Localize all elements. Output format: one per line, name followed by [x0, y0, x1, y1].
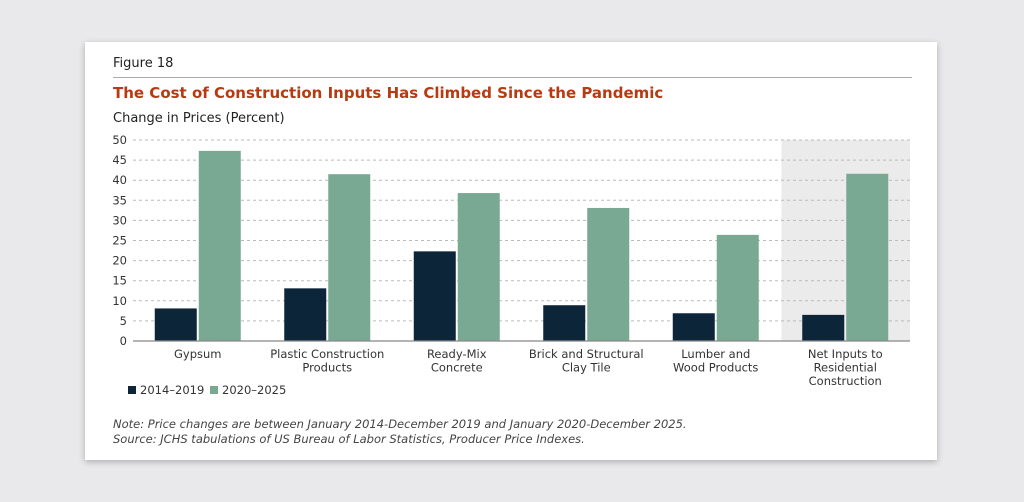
- legend-label: 2014–2019: [140, 383, 204, 397]
- bar-2020-2025: [457, 193, 500, 341]
- bar-2014-2019: [413, 251, 456, 341]
- y-tick-label: 40: [112, 173, 127, 187]
- x-tick-label: Ready-Mix Concrete: [427, 347, 487, 375]
- bar-2020-2025: [328, 174, 371, 341]
- y-tick-label: 50: [112, 133, 127, 147]
- legend-swatch: [128, 386, 136, 394]
- chart-title: The Cost of Construction Inputs Has Clim…: [113, 84, 664, 102]
- y-tick-label: 0: [120, 334, 127, 348]
- y-tick-label: 45: [112, 153, 127, 167]
- y-tick-label: 5: [120, 314, 127, 328]
- x-tick-label: Gypsum: [174, 347, 222, 361]
- y-tick-label: 20: [112, 254, 127, 268]
- bar-2020-2025: [587, 207, 630, 341]
- divider: [113, 77, 912, 78]
- bar-2020-2025: [846, 173, 889, 341]
- bar-2014-2019: [154, 308, 197, 341]
- bar-2014-2019: [284, 288, 327, 341]
- y-tick-label: 10: [112, 294, 127, 308]
- x-tick-label: Plastic Construction Products: [270, 347, 384, 375]
- figure-label: Figure 18: [113, 56, 174, 71]
- y-tick-label: 25: [112, 234, 127, 248]
- y-tick-label: 30: [112, 213, 127, 227]
- bar-2020-2025: [716, 234, 759, 341]
- y-tick-label: 35: [112, 193, 127, 207]
- highlight-band: [781, 140, 910, 341]
- bar-2014-2019: [543, 305, 586, 341]
- y-axis-label: Change in Prices (Percent): [113, 111, 285, 126]
- notes: Note: Price changes are between January …: [113, 417, 687, 447]
- bar-2020-2025: [198, 150, 241, 341]
- bar-2014-2019: [802, 314, 845, 341]
- x-tick-label: Brick and Structural Clay Tile: [529, 347, 644, 375]
- source-text: Source: JCHS tabulations of US Bureau of…: [113, 432, 585, 446]
- bar-2014-2019: [672, 313, 715, 341]
- y-tick-label: 15: [112, 274, 127, 288]
- x-tick-label: Net Inputs to Residential Construction: [808, 347, 883, 388]
- legend-label: 2020–2025: [222, 383, 286, 397]
- x-tick-label: Lumber and Wood Products: [673, 347, 758, 375]
- legend-swatch: [210, 386, 218, 394]
- note-text: Note: Price changes are between January …: [113, 417, 687, 431]
